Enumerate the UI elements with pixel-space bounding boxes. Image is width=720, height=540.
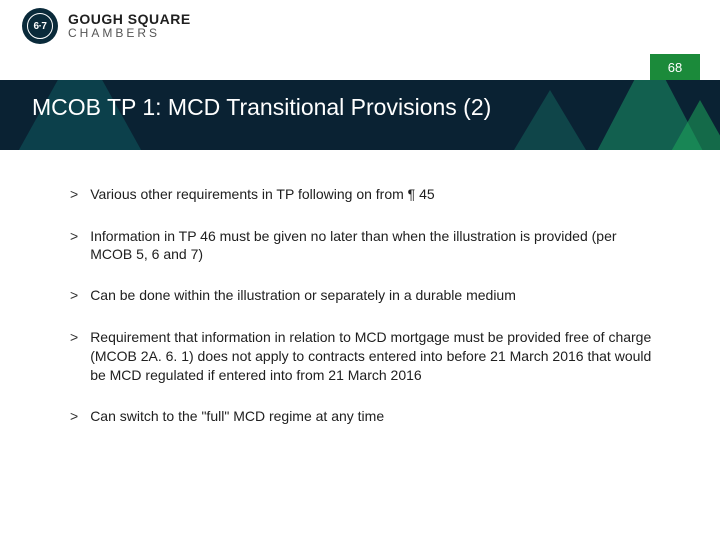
logo-line1: GOUGH SQUARE [68, 12, 191, 27]
page-number: 68 [668, 60, 682, 75]
bullet-text: Various other requirements in TP followi… [90, 185, 434, 204]
content-area: > Various other requirements in TP follo… [70, 185, 660, 448]
logo: 6·7 GOUGH SQUARE CHAMBERS [22, 8, 191, 44]
bullet-marker-icon: > [70, 286, 78, 306]
bullet-text: Can be done within the illustration or s… [90, 286, 516, 305]
list-item: > Information in TP 46 must be given no … [70, 227, 660, 265]
logo-bar: 6·7 GOUGH SQUARE CHAMBERS [0, 0, 720, 50]
bullet-marker-icon: > [70, 227, 78, 247]
decorative-triangle-icon [610, 100, 720, 150]
bullet-text: Requirement that information in relation… [90, 328, 660, 385]
list-item: > Can be done within the illustration or… [70, 286, 660, 306]
bullet-marker-icon: > [70, 407, 78, 427]
logo-text: GOUGH SQUARE CHAMBERS [68, 12, 191, 39]
logo-badge: 6·7 [22, 8, 58, 44]
logo-badge-text: 6·7 [27, 13, 53, 39]
list-item: > Can switch to the "full" MCD regime at… [70, 407, 660, 427]
slide: 6·7 GOUGH SQUARE CHAMBERS 68 MCOB TP 1: … [0, 0, 720, 540]
list-item: > Various other requirements in TP follo… [70, 185, 660, 205]
logo-line2: CHAMBERS [68, 27, 191, 40]
bullet-text: Information in TP 46 must be given no la… [90, 227, 660, 265]
bullet-text: Can switch to the "full" MCD regime at a… [90, 407, 384, 426]
bullet-marker-icon: > [70, 185, 78, 205]
bullet-marker-icon: > [70, 328, 78, 348]
page-number-badge: 68 [650, 54, 700, 80]
slide-title: MCOB TP 1: MCD Transitional Provisions (… [32, 94, 491, 121]
list-item: > Requirement that information in relati… [70, 328, 660, 385]
